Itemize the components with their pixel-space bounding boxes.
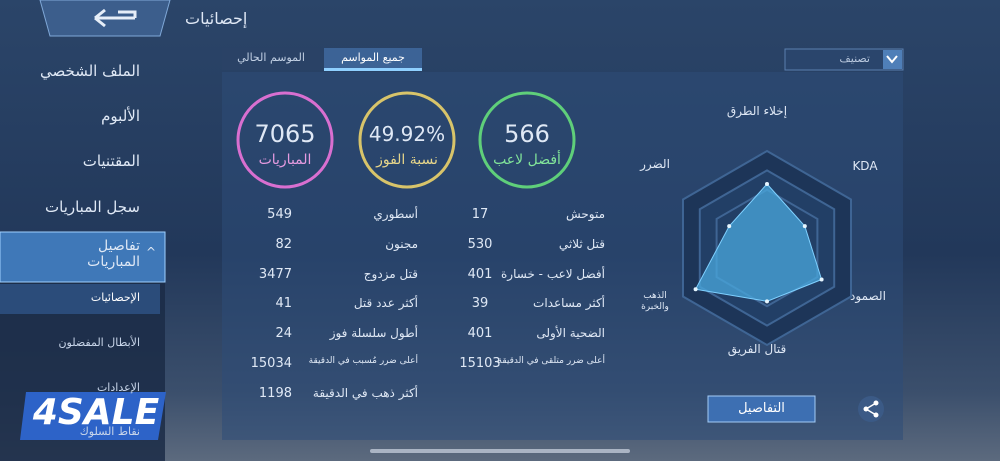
details-button[interactable]	[707, 395, 816, 423]
stat-label: قتل مزدوج	[363, 267, 418, 281]
radar-axis-label: الضرر	[640, 157, 670, 171]
stat-value: 17	[471, 207, 489, 222]
active-menu-bg[interactable]	[0, 231, 166, 283]
stat-label: مجنون	[385, 237, 418, 251]
active-sub-bg[interactable]	[0, 284, 160, 314]
stat-label: قتل ثلاثي	[558, 237, 605, 251]
submenu-item[interactable]: نقاط السلوك	[79, 425, 140, 438]
share-dot	[863, 406, 869, 412]
stat-value: 401	[467, 326, 493, 341]
winrate-ring	[358, 91, 456, 189]
tab[interactable]: الموسم الحالي	[237, 51, 305, 64]
summary-label: المباريات	[258, 152, 312, 168]
details-label[interactable]: التفاصيل	[738, 401, 785, 416]
submenu-item[interactable]: الإعدادات	[96, 381, 140, 394]
matches-ring	[236, 91, 334, 189]
radar-chart	[681, 149, 853, 347]
back-arrow	[94, 8, 137, 28]
menu-item[interactable]: الملف الشخصي	[40, 62, 140, 80]
watermark-bg	[20, 392, 166, 440]
stat-value: 401	[467, 267, 493, 282]
summary-value: 566	[504, 120, 550, 148]
tab-bg[interactable]	[222, 48, 320, 70]
radar-point	[765, 299, 769, 304]
radar-point	[765, 181, 769, 186]
stat-label: أطول سلسلة فوز	[329, 326, 418, 340]
radar-point	[802, 224, 807, 229]
summary-label: نسبة الفوز	[376, 152, 438, 168]
menu-item[interactable]: سجل المباريات	[45, 198, 140, 216]
stat-label: أسطوري	[373, 207, 418, 221]
share-dot	[873, 400, 879, 406]
summary-value: 49.92%	[368, 122, 446, 146]
radar-point	[693, 287, 698, 292]
radar-axis-label: الذهب والخبرة	[641, 291, 669, 312]
stat-label: الضحية الأولى	[536, 326, 605, 340]
home-indicator	[370, 449, 630, 453]
tab-underline	[324, 68, 422, 71]
stat-label: أكثر ذهب في الدقيقة	[312, 386, 418, 400]
tab-active-bg[interactable]	[324, 48, 422, 70]
radar-axis-label: KDA	[852, 159, 878, 173]
menu-item[interactable]: المقتنيات	[82, 152, 140, 170]
tab-active[interactable]: جميع المواسم	[341, 51, 405, 64]
radar-axis-label: إخلاء الطرق	[726, 104, 788, 118]
stat-value: 530	[467, 237, 493, 252]
stat-label: متوحش	[566, 207, 605, 221]
share-dot	[873, 412, 879, 418]
radar-axis-label: الصمود	[850, 289, 886, 303]
mvp-ring	[478, 91, 576, 189]
stat-value: 3477	[258, 267, 292, 282]
watermark: 4SALE	[32, 392, 160, 433]
menu-item-active[interactable]: تفاصيل المباريات	[87, 238, 140, 270]
radar-point	[819, 277, 824, 282]
stat-value: 1198	[258, 386, 292, 401]
summary-label: أفضل لاعب	[493, 152, 561, 168]
stat-label: أفضل لاعب - خسارة	[501, 267, 605, 281]
menu-item[interactable]: الألبوم	[101, 107, 140, 125]
stat-label: أعلى ضرر متلقى في الدقيقة	[497, 356, 606, 366]
stat-value: 549	[267, 207, 292, 222]
stat-value: 15034	[250, 356, 292, 371]
dropdown-toggle[interactable]	[883, 50, 902, 69]
submenu-item[interactable]: الأبطال المفضلون	[58, 336, 140, 349]
stat-value: 15103	[459, 356, 501, 371]
dropdown-arrow	[886, 55, 898, 64]
page-title: إحصائيات	[185, 9, 248, 28]
stat-value: 82	[275, 237, 292, 252]
summary-value: 7065	[254, 120, 316, 148]
filter-dropdown[interactable]	[784, 48, 904, 71]
stat-label: أكثر مساعدات	[533, 296, 605, 310]
stat-label: أكثر عدد قتل	[353, 296, 418, 310]
stat-value: 24	[275, 326, 292, 341]
expand-arrow: ^	[146, 245, 157, 259]
filter-label[interactable]: تصنيف	[839, 52, 870, 65]
share-button[interactable]	[858, 396, 884, 422]
radar-axis-label: قتال الفريق	[727, 342, 787, 356]
stat-label: أعلى ضرر مُسبب في الدقيقة	[308, 356, 418, 366]
stat-value: 41	[275, 296, 292, 311]
submenu-item[interactable]: الإحصائيات	[90, 291, 140, 304]
stat-value: 39	[471, 296, 489, 311]
radar-point	[727, 224, 732, 229]
